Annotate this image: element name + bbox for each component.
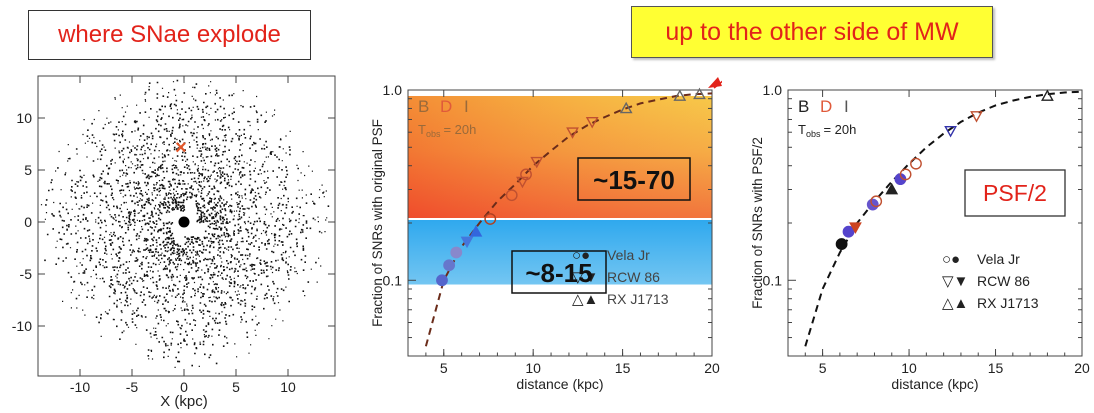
legend-entry: RX J1713 bbox=[607, 291, 669, 307]
box-15-70-text: ~15-70 bbox=[593, 165, 675, 195]
legend-symbols: ▽▼ bbox=[572, 269, 598, 286]
legend-entry: RX J1713 bbox=[977, 295, 1039, 311]
data-point-triangle-up bbox=[673, 89, 687, 101]
data-point-circle bbox=[835, 238, 848, 250]
callout-arrow-line bbox=[713, 80, 722, 89]
galaxy-xtick-label: 5 bbox=[232, 379, 240, 395]
legend-letter-d: D bbox=[440, 97, 452, 116]
galaxy-axes: -10 -5 0 5 10 10 5 0 -5 -10 bbox=[12, 76, 335, 395]
x-axis-label: distance (kpc) bbox=[516, 376, 603, 392]
x-tick-label: 10 bbox=[901, 360, 917, 376]
legend-entry: Vela Jr bbox=[607, 247, 650, 263]
y-tick-label: 0.1 bbox=[763, 272, 783, 288]
data-point-triangle-up bbox=[619, 101, 633, 114]
data-point-triangle-up bbox=[885, 182, 899, 195]
y-tick-label: 0.1 bbox=[383, 272, 403, 288]
legend-entry: RCW 86 bbox=[607, 269, 660, 285]
sun-marker: × bbox=[175, 137, 187, 159]
y-axis-label: Fraction of SNRs with PSF/2 bbox=[750, 137, 765, 309]
data-point-circle bbox=[870, 195, 883, 208]
legend-entry: RCW 86 bbox=[977, 273, 1030, 289]
galaxy-panel: × -10 -5 0 5 10 10 5 0 -5 -10 X (kpc) bbox=[12, 75, 336, 410]
y-tick-label: 1.0 bbox=[763, 82, 783, 98]
legend-symbols: △▲ bbox=[942, 295, 968, 312]
galaxy-ytick-label: -5 bbox=[20, 266, 33, 282]
data-point-circle bbox=[436, 274, 448, 287]
galaxy-xtick-label: 10 bbox=[280, 379, 296, 395]
tobs-label: Tobs = 20h bbox=[798, 122, 856, 139]
data-point-circle bbox=[520, 168, 532, 181]
x-tick-label: 5 bbox=[440, 360, 448, 376]
legend-symbols: ○● bbox=[942, 251, 960, 268]
box-8-15-text: ~8-15 bbox=[525, 258, 592, 288]
where-snae-text: where SNae explode bbox=[58, 21, 281, 48]
legend-symbols: ▽▼ bbox=[942, 273, 968, 290]
galaxy-spiral-arms bbox=[40, 79, 330, 369]
galaxy-stars bbox=[40, 79, 330, 369]
x-tick-label: 15 bbox=[615, 360, 631, 376]
data-point-circle bbox=[484, 213, 497, 225]
data-point-triangle-down bbox=[460, 236, 474, 249]
x-tick-label: 5 bbox=[819, 360, 827, 376]
y-axis-label: Fraction of SNRs with original PSF bbox=[370, 119, 385, 327]
data-point-triangle-down bbox=[585, 117, 599, 129]
psf2-box bbox=[964, 169, 1066, 217]
data-point-circle bbox=[910, 157, 922, 170]
x-axis-label: distance (kpc) bbox=[891, 376, 978, 392]
data-point-triangle-down bbox=[566, 127, 579, 139]
data-point-triangle-down bbox=[970, 111, 983, 123]
callout-text: up to the other side of MW bbox=[665, 17, 959, 46]
tobs-label: Tobs = 20h bbox=[418, 122, 476, 139]
galaxy-ytick-label: 5 bbox=[24, 162, 32, 178]
galaxy-xtick-label: -10 bbox=[70, 379, 90, 395]
box-8-15 bbox=[511, 250, 607, 294]
data-point-triangle-up bbox=[693, 87, 706, 100]
chart-psf-half: 5 10 15 20 0.1 1.0 distance (kpc) Fraction of S… bbox=[750, 82, 1090, 392]
legend-letter-d: D bbox=[820, 97, 832, 116]
legend-letter-i: I bbox=[464, 97, 469, 116]
legend-entry: Vela Jr bbox=[977, 251, 1020, 267]
data-point-triangle-down bbox=[849, 222, 862, 234]
data-point-triangle-up bbox=[1041, 89, 1054, 101]
chart-original-psf: 5 10 15 20 0.1 1.0 distance (kpc) Fraction of S… bbox=[370, 77, 722, 392]
galaxy-ytick-label: 0 bbox=[24, 214, 32, 230]
galaxy-ytick-label: 10 bbox=[16, 110, 32, 126]
legend-letter-b: B bbox=[798, 97, 809, 116]
box-15-70 bbox=[577, 157, 691, 201]
data-point-circle bbox=[450, 246, 463, 259]
data-point-triangle-down bbox=[530, 156, 544, 169]
callout-box: up to the other side of MW bbox=[631, 6, 993, 58]
legend-letter-b: B bbox=[418, 97, 429, 116]
x-tick-label: 10 bbox=[525, 360, 541, 376]
legend-letter-i: I bbox=[844, 97, 849, 116]
data-point-circle bbox=[842, 225, 855, 238]
x-tick-label: 15 bbox=[988, 360, 1004, 376]
data-point-triangle-up bbox=[469, 225, 483, 237]
galaxy-xtick-label: 0 bbox=[180, 379, 188, 395]
galaxy-xtick-label: -5 bbox=[126, 379, 139, 395]
where-snae-label: where SNae explode bbox=[28, 10, 311, 60]
x-tick-label: 20 bbox=[1074, 360, 1090, 376]
x-tick-label: 20 bbox=[704, 360, 720, 376]
y-tick-label: 1.0 bbox=[383, 82, 403, 98]
data-point-circle bbox=[899, 168, 912, 181]
galaxy-xlabel: X (kpc) bbox=[160, 393, 208, 410]
data-point-circle bbox=[443, 259, 456, 272]
galactic-center bbox=[178, 216, 190, 228]
psf2-box-text: PSF/2 bbox=[983, 180, 1047, 206]
data-point-triangle-down bbox=[944, 125, 957, 138]
data-point-circle bbox=[505, 189, 518, 202]
galaxy-ytick-label: -10 bbox=[12, 318, 32, 334]
callout-arrow-head bbox=[708, 77, 722, 88]
legend-symbols: △▲ bbox=[572, 291, 598, 308]
